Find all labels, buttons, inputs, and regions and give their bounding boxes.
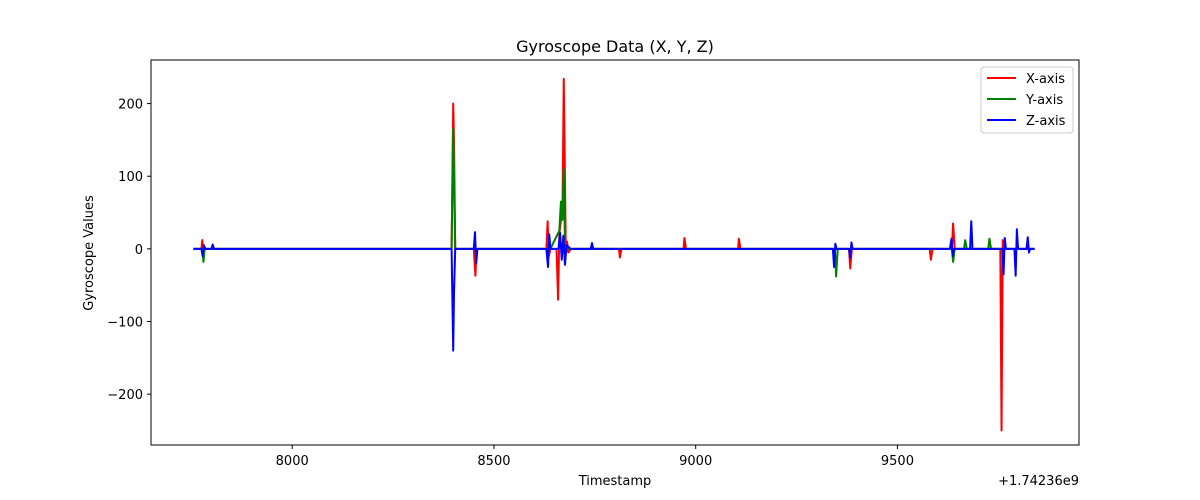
y-tick-label: −100	[107, 316, 143, 331]
x-axis-label: Timestamp	[578, 474, 652, 489]
legend-label: X-axis	[1026, 72, 1065, 87]
y-tick-label: 200	[118, 98, 143, 113]
series-line-x-axis	[193, 77, 1035, 432]
plot-area	[150, 59, 1080, 446]
x-tick-label: 9500	[881, 454, 914, 469]
y-tick-label: −200	[107, 388, 143, 403]
x-axis-ticks: 8000 8500 9000 9500	[276, 445, 914, 469]
plot-frame	[150, 59, 1080, 446]
x-tick-label: 8000	[276, 454, 309, 469]
y-axis-label: Gyroscope Values	[82, 195, 97, 311]
y-axis-ticks: −200 −100 0 100 200	[107, 98, 151, 403]
legend-label: Z-axis	[1026, 114, 1066, 129]
legend: X-axis Y-axis Z-axis	[980, 66, 1074, 134]
series-line-y-axis	[193, 128, 1035, 278]
x-tick-label: 9000	[679, 454, 712, 469]
x-offset-label: +1.74236e9	[998, 474, 1079, 489]
y-tick-label: 0	[135, 243, 143, 258]
chart-title: Gyroscope Data (X, Y, Z)	[516, 37, 714, 56]
legend-items: X-axis Y-axis Z-axis	[987, 72, 1066, 129]
y-tick-label: 100	[118, 170, 143, 185]
series-line-z-axis	[193, 220, 1035, 352]
legend-label: Y-axis	[1025, 93, 1063, 108]
legend-box	[980, 66, 1074, 134]
x-tick-label: 8500	[477, 454, 510, 469]
series-layer	[193, 77, 1035, 432]
